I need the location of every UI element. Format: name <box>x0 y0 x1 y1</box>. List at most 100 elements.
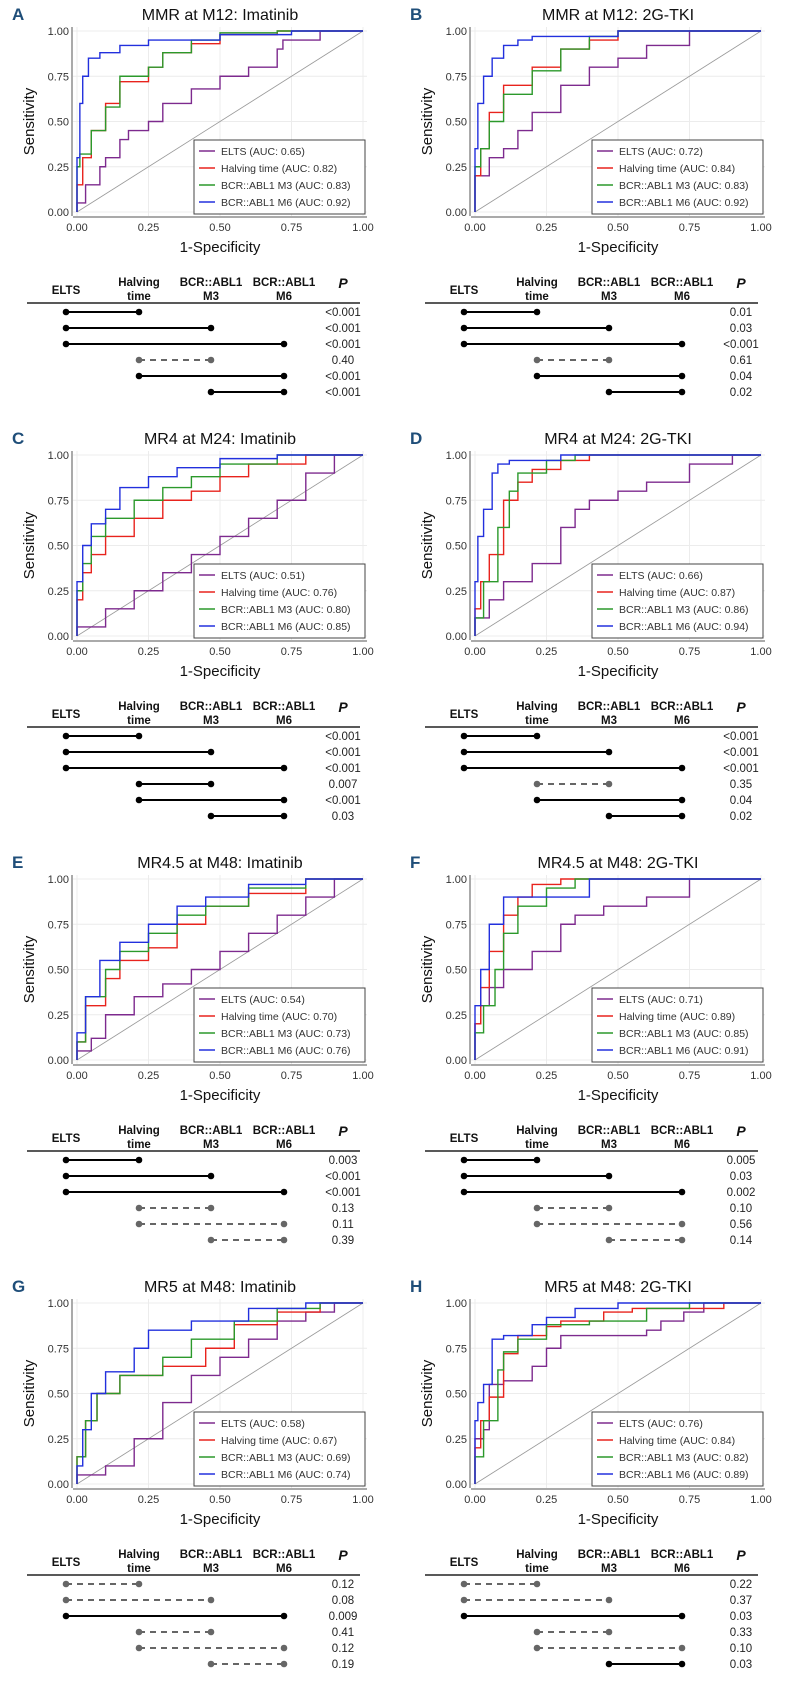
comparison-dot <box>62 340 70 348</box>
panel-letter: C <box>12 429 24 448</box>
comparison-dot <box>460 1172 468 1180</box>
comparison-dot <box>62 1596 70 1604</box>
comparison-dot <box>533 308 541 316</box>
x-tick-label: 0.75 <box>679 646 700 658</box>
table-column-header-line: BCR::ABL1 <box>651 277 714 289</box>
comparison-dot <box>62 764 70 772</box>
p-value: 0.56 <box>730 1219 752 1231</box>
table-column-header-line: Halving <box>118 277 160 289</box>
y-tick-label: 0.75 <box>446 919 467 931</box>
table-column-header-line: ELTS <box>52 1133 81 1145</box>
x-tick-label: 0.00 <box>464 222 485 234</box>
p-value: <0.001 <box>325 795 361 807</box>
x-tick-label: 0.25 <box>536 646 557 658</box>
p-value: 0.33 <box>730 1627 752 1639</box>
x-tick-label: 0.50 <box>607 646 628 658</box>
comparison-dot <box>678 764 686 772</box>
table-column-header-line: ELTS <box>52 709 81 721</box>
y-tick-label: 0.75 <box>48 1343 69 1355</box>
table-column-header: Halving time <box>118 1125 160 1151</box>
x-tick-label: 0.75 <box>281 1070 302 1082</box>
p-value: 0.12 <box>332 1579 354 1591</box>
p-value: 0.003 <box>329 1155 358 1167</box>
y-tick-label: 0.00 <box>48 207 69 219</box>
y-tick-label: 0.50 <box>446 965 467 977</box>
comparison-dot <box>207 812 215 820</box>
table-column-header-line: M6 <box>276 715 292 727</box>
roc-curve-2 <box>474 1302 761 1484</box>
p-value: <0.001 <box>325 763 361 775</box>
x-tick-label: 0.75 <box>679 1070 700 1082</box>
roc-curve-0 <box>474 454 761 636</box>
comparison-dot <box>460 1612 468 1620</box>
x-tick-label: 0.75 <box>679 1494 700 1506</box>
table-column-header-line: time <box>525 291 549 303</box>
x-tick-label: 0.25 <box>536 222 557 234</box>
y-axis-label: Sensitivity <box>21 511 38 579</box>
table-column-header: BCR::ABL1 M6 <box>253 1549 316 1575</box>
table-column-header: BCR::ABL1 M3 <box>180 1125 243 1151</box>
legend-entry: Halving time (AUC: 0.82) <box>221 163 337 175</box>
legend-entry: BCR::ABL1 M6 (AUC: 0.89) <box>619 1469 749 1481</box>
comparison-dot <box>280 1188 288 1196</box>
comparison-row: 0.003 <box>62 1155 358 1167</box>
table-column-header-line: Halving <box>516 277 558 289</box>
p-header: P <box>736 275 746 291</box>
y-tick-label: 0.50 <box>446 541 467 553</box>
panel-letter: F <box>410 853 420 872</box>
comparison-row: 0.35 <box>533 779 752 791</box>
chart-title: MR4.5 at M48: 2G-TKI <box>538 855 699 872</box>
table-column-header-line: ELTS <box>450 1133 479 1145</box>
comparison-dot <box>678 1612 686 1620</box>
x-axis-label: 1-Specificity <box>578 663 659 680</box>
comparison-dot <box>207 1596 215 1604</box>
table-column-header: ELTS <box>450 1133 479 1145</box>
comparison-row: <0.001 <box>62 763 361 775</box>
y-tick-label: 0.75 <box>446 1343 467 1355</box>
comparison-dot <box>533 796 541 804</box>
y-tick-label: 0.00 <box>446 1479 467 1491</box>
table-column-header-line: M3 <box>601 291 617 303</box>
panel-letter: E <box>12 853 23 872</box>
p-header: P <box>736 699 746 715</box>
table-column-header-line: BCR::ABL1 <box>651 1549 714 1561</box>
p-header: P <box>338 699 348 715</box>
table-column-header-line: time <box>127 291 151 303</box>
comparison-dot <box>135 1644 143 1652</box>
comparison-dot <box>207 1660 215 1668</box>
roc-curve-3 <box>76 30 363 212</box>
comparison-dot <box>678 340 686 348</box>
p-header: P <box>338 275 348 291</box>
panel-h: H MR5 at M48: 2G-TKI 0.00 0.00 0.25 0.25 0.50 0… <box>398 1272 785 1697</box>
table-column-header-line: BCR::ABL1 <box>180 277 243 289</box>
comparison-dot <box>207 1236 215 1244</box>
comparison-dot <box>135 1628 143 1636</box>
comparison-dot <box>62 1172 70 1180</box>
p-value: 0.08 <box>332 1595 354 1607</box>
comparison-row: <0.001 <box>62 731 361 743</box>
x-tick-label: 1.00 <box>352 646 373 658</box>
roc-curve-0 <box>76 878 363 1060</box>
comparison-row: 0.41 <box>135 1627 354 1639</box>
p-value: <0.001 <box>325 371 361 383</box>
x-tick-label: 0.50 <box>209 1494 230 1506</box>
table-column-header: ELTS <box>450 1557 479 1569</box>
table-column-header: ELTS <box>450 285 479 297</box>
comparison-dot <box>605 324 613 332</box>
comparison-row: 0.14 <box>605 1235 753 1247</box>
comparison-dot <box>135 732 143 740</box>
x-tick-label: 0.50 <box>209 222 230 234</box>
p-value: 0.39 <box>332 1235 354 1247</box>
y-tick-label: 1.00 <box>48 874 69 886</box>
comparison-dot <box>678 1220 686 1228</box>
comparison-row: <0.001 <box>460 747 759 759</box>
table-column-header-line: M6 <box>674 715 690 727</box>
x-tick-label: 0.00 <box>66 1494 87 1506</box>
y-tick-label: 1.00 <box>446 1298 467 1310</box>
roc-curve-0 <box>474 30 761 212</box>
comparison-dot <box>460 1188 468 1196</box>
roc-curve-0 <box>76 1302 363 1484</box>
p-value: 0.40 <box>332 355 354 367</box>
table-column-header: BCR::ABL1 M6 <box>253 701 316 727</box>
comparison-row: <0.001 <box>62 1187 361 1199</box>
